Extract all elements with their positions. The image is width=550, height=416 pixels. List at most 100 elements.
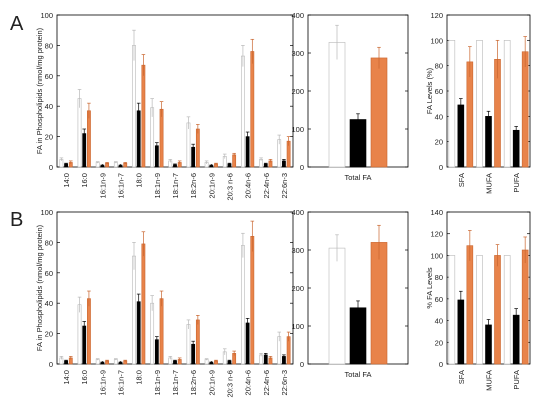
y-tick-label: 0 bbox=[49, 163, 53, 172]
bar bbox=[328, 247, 346, 365]
x-tick-label: SFA bbox=[457, 370, 466, 384]
bar bbox=[370, 242, 388, 365]
chart-a-1: 0 20 40 60 80 100 FA in Phospholipids (nmol/mg… bbox=[35, 11, 294, 201]
bar bbox=[82, 325, 87, 365]
charts: 0 20 40 60 80 100 FA in Phospholipids (nmol/mg… bbox=[35, 11, 531, 398]
y-axis-title: FA Levels (%) bbox=[425, 67, 434, 114]
x-tick-label: 22:6n-3 bbox=[280, 173, 289, 198]
bar bbox=[512, 314, 520, 365]
y-tick-label: 100 bbox=[40, 11, 53, 20]
chart-a-3: 0 20 40 60 80 100 120 FA Levels (%) SFA MUFA PUFA bbox=[425, 11, 531, 194]
bar bbox=[503, 255, 511, 365]
bar bbox=[250, 236, 255, 365]
y-tick-label: 60 bbox=[435, 87, 443, 96]
bar bbox=[245, 322, 250, 365]
bar bbox=[328, 42, 346, 168]
y-tick-label: 20 bbox=[435, 138, 443, 147]
y-tick-label: 300 bbox=[291, 246, 304, 255]
x-tick-label: Total FA bbox=[344, 370, 371, 379]
y-tick-label: 0 bbox=[49, 360, 53, 369]
bar bbox=[87, 110, 91, 168]
bar bbox=[476, 255, 483, 365]
y-tick-label: 120 bbox=[430, 230, 443, 239]
x-tick-label: 16:0 bbox=[80, 173, 89, 188]
bar bbox=[82, 133, 87, 168]
y-tick-label: 40 bbox=[435, 112, 443, 121]
bar bbox=[466, 61, 474, 168]
panel-label-a: A bbox=[10, 13, 24, 35]
x-tick-label: 18:0 bbox=[135, 173, 144, 188]
bar bbox=[150, 302, 155, 365]
x-tick-label: 20:4n-6 bbox=[244, 173, 253, 198]
y-tick-label: 80 bbox=[45, 41, 53, 50]
bar bbox=[195, 128, 200, 168]
x-tick-label: 20:3 n-6 bbox=[225, 370, 234, 398]
x-tick-label: 20:1n-9 bbox=[207, 173, 216, 198]
x-tick-label: 16:1n-7 bbox=[117, 173, 126, 198]
y-tick-label: 80 bbox=[435, 62, 443, 71]
x-tick-label: MUFA bbox=[485, 370, 494, 391]
bar bbox=[159, 298, 164, 365]
bar bbox=[503, 40, 511, 168]
y-tick-label: 0 bbox=[300, 163, 304, 172]
y-axis-title: % FA Levels bbox=[425, 267, 434, 309]
x-tick-label: 18:1n-7 bbox=[171, 370, 180, 395]
plot-frame bbox=[56, 14, 294, 168]
y-tick-label: 80 bbox=[45, 238, 53, 247]
y-tick-label: 60 bbox=[45, 269, 53, 278]
x-tick-label: 18:1n-9 bbox=[153, 173, 162, 198]
y-tick-label: 40 bbox=[45, 102, 53, 111]
bar bbox=[241, 55, 245, 168]
y-tick-label: 100 bbox=[291, 125, 304, 134]
bar bbox=[448, 255, 456, 365]
bar bbox=[457, 299, 465, 365]
bar bbox=[159, 108, 164, 168]
y-tick-label: 100 bbox=[430, 251, 443, 260]
panel-label-b: B bbox=[10, 209, 23, 231]
bar bbox=[136, 110, 141, 168]
bar bbox=[232, 154, 237, 168]
x-tick-label: MUFA bbox=[485, 173, 494, 194]
x-tick-label: PUFA bbox=[512, 173, 521, 193]
chart-a-2: 0 100 200 300 400 Total FA bbox=[291, 11, 409, 182]
bar bbox=[186, 324, 191, 365]
bar bbox=[512, 129, 520, 168]
bar bbox=[250, 51, 255, 168]
x-tick-label: 18:1n-9 bbox=[153, 370, 162, 395]
y-tick-label: 60 bbox=[435, 295, 443, 304]
bar bbox=[136, 301, 141, 365]
x-tick-label: 22:4n-6 bbox=[262, 173, 271, 198]
x-tick-label: 14:0 bbox=[62, 173, 71, 188]
bar bbox=[154, 145, 159, 168]
bar bbox=[457, 104, 465, 168]
x-tick-label: 16:1n-9 bbox=[98, 370, 107, 395]
bar bbox=[154, 339, 159, 365]
x-tick-label: 18:0 bbox=[135, 370, 144, 385]
y-tick-label: 0 bbox=[439, 163, 443, 172]
bar bbox=[132, 45, 136, 168]
bar bbox=[141, 64, 146, 168]
plot-frame bbox=[56, 211, 294, 365]
y-tick-label: 400 bbox=[291, 208, 304, 217]
y-tick-label: 0 bbox=[439, 360, 443, 369]
bar bbox=[195, 319, 200, 365]
y-tick-label: 200 bbox=[291, 284, 304, 293]
x-tick-label: 16:0 bbox=[80, 370, 89, 385]
x-tick-label: 22:6n-3 bbox=[280, 370, 289, 395]
y-tick-label: 100 bbox=[430, 36, 443, 45]
y-tick-label: 40 bbox=[435, 317, 443, 326]
y-tick-label: 200 bbox=[291, 87, 304, 96]
y-tick-label: 20 bbox=[45, 330, 53, 339]
bar bbox=[77, 304, 82, 365]
x-tick-label: Total FA bbox=[344, 173, 371, 182]
bar bbox=[349, 307, 367, 365]
y-axis-title: FA in Phospholipids (nmol/mg protein) bbox=[35, 224, 44, 351]
y-tick-label: 80 bbox=[435, 273, 443, 282]
chart-b-3: 0 20 40 60 80 100 120 140 % FA Levels SFA MUFA PUFA bbox=[425, 208, 531, 391]
x-tick-label: 20:4n-6 bbox=[244, 370, 253, 395]
bar bbox=[370, 57, 388, 168]
x-tick-label: 20:3 n-6 bbox=[225, 173, 234, 201]
bar bbox=[186, 122, 191, 168]
bar bbox=[87, 298, 91, 365]
